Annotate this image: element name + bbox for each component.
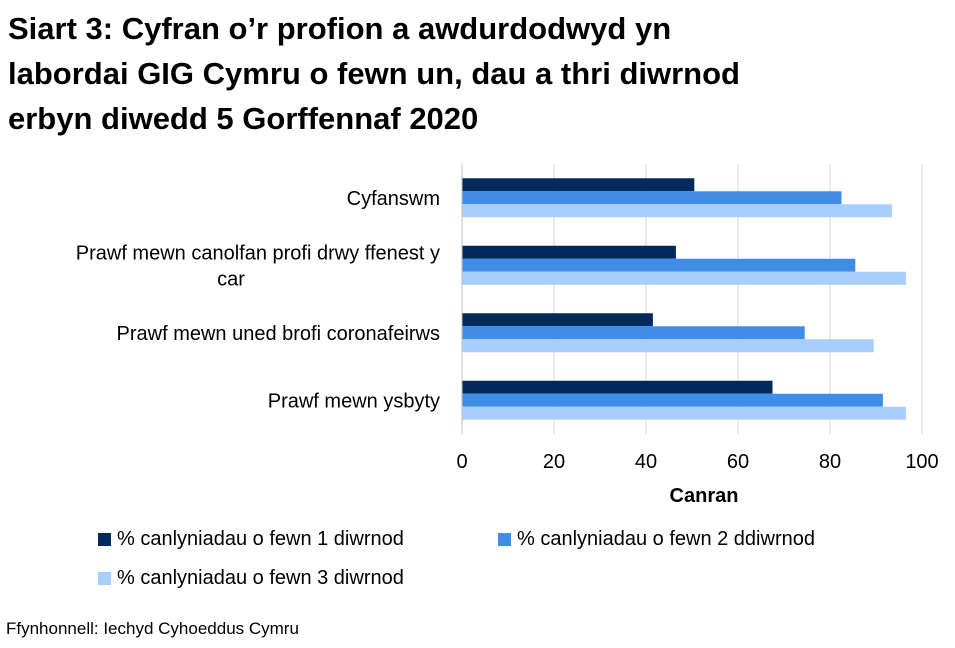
bar [462,406,906,420]
category-label: Cyfanswm [347,188,440,210]
x-tick-label: 20 [543,451,565,473]
category-label: Prawf mewn uned brofi coronafeirws [117,323,440,345]
legend-label: % canlyniadau o fewn 3 diwrnod [117,567,404,589]
x-tick-label: 40 [635,451,657,473]
bar [462,313,653,327]
bar [462,204,893,218]
legend-label: % canlyniadau o fewn 1 diwrnod [117,528,404,550]
chart-title-line: erbyn diwedd 5 Gorffennaf 2020 [8,101,479,136]
legend-swatch [98,533,111,546]
source-note: Ffynhonnell: Iechyd Cyhoeddus Cymru [6,619,299,638]
x-axis-title: Canran [670,485,739,507]
legend-item-1-day: % canlyniadau o fewn 1 diwrnod [98,528,404,551]
bar-chart: Cyfanswm Prawf mewn canolfan profi drwy f… [76,164,939,507]
bar [462,271,906,285]
bar [462,326,805,340]
category-label: Prawf mewn ysbyty [268,390,440,412]
x-tick-label: 100 [905,451,938,473]
x-tick-label: 60 [727,451,749,473]
bar [462,380,773,394]
legend-item-2-days: % canlyniadau o fewn 2 ddiwrnod [498,528,815,551]
chart-title-line: labordai GIG Cymru o fewn un, dau a thri… [8,56,740,91]
x-tick-label: 0 [456,451,467,473]
bar [462,339,874,353]
chart-title: Siart 3: Cyfran o’r profion a awdurdodwy… [8,6,908,141]
x-tick-label: 80 [819,451,841,473]
category-label: car [217,268,245,290]
bar [462,258,856,272]
bar [462,245,676,259]
legend-item-3-days: % canlyniadau o fewn 3 diwrnod [98,567,404,590]
bar [462,178,695,192]
legend-swatch [98,572,111,585]
bar [462,393,883,407]
legend-swatch [498,533,511,546]
category-label: Prawf mewn canolfan profi drwy ffenest y [76,242,440,264]
chart-title-line: Siart 3: Cyfran o’r profion a awdurdodwy… [8,11,672,46]
bar [462,191,842,205]
legend-label: % canlyniadau o fewn 2 ddiwrnod [517,528,815,550]
